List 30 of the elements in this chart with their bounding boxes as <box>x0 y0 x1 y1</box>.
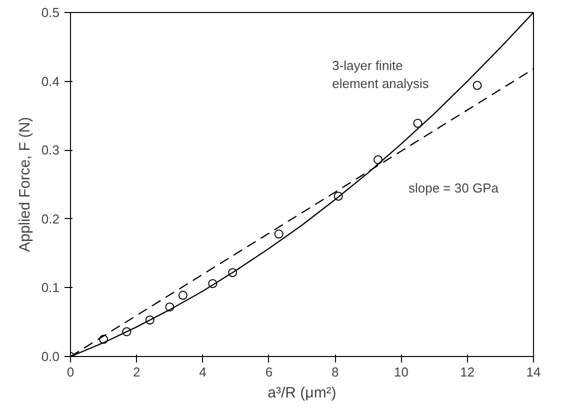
y-tick-label: 0.1 <box>41 280 60 296</box>
point <box>208 279 218 288</box>
point <box>274 230 284 239</box>
x-tick-label: 8 <box>331 364 339 380</box>
annotation: 3-layer finite element analysis <box>332 58 430 91</box>
point <box>145 316 154 325</box>
point <box>374 155 383 164</box>
annotation: slope = 30 GPa <box>408 180 500 196</box>
point <box>413 118 422 128</box>
y-tick-label: 0.0 <box>41 349 60 364</box>
y-tick-label: 0.3 <box>41 142 60 158</box>
x-tick-label: 14 <box>526 364 541 380</box>
x-tick-label: 2 <box>133 364 140 380</box>
point <box>122 327 132 336</box>
x-tick-label: 10 <box>394 364 408 380</box>
y-tick-label: 0.5 <box>41 5 60 20</box>
y-tick-label: 0.4 <box>41 74 60 89</box>
point <box>334 192 343 201</box>
point <box>165 302 174 312</box>
point <box>99 334 108 344</box>
y-tick-label: 0.2 <box>41 211 60 226</box>
point <box>472 80 482 90</box>
x-tick-label: 4 <box>199 364 206 380</box>
point <box>228 268 238 278</box>
point <box>178 290 188 300</box>
y-axis-title: Applied Force, F (N) <box>16 116 34 252</box>
x-axis-title: a³/R (μm²) <box>268 384 336 402</box>
x-tick-label: 6 <box>265 364 273 380</box>
x-tick-label: 0 <box>66 364 74 380</box>
x-tick-label: 12 <box>460 364 475 380</box>
